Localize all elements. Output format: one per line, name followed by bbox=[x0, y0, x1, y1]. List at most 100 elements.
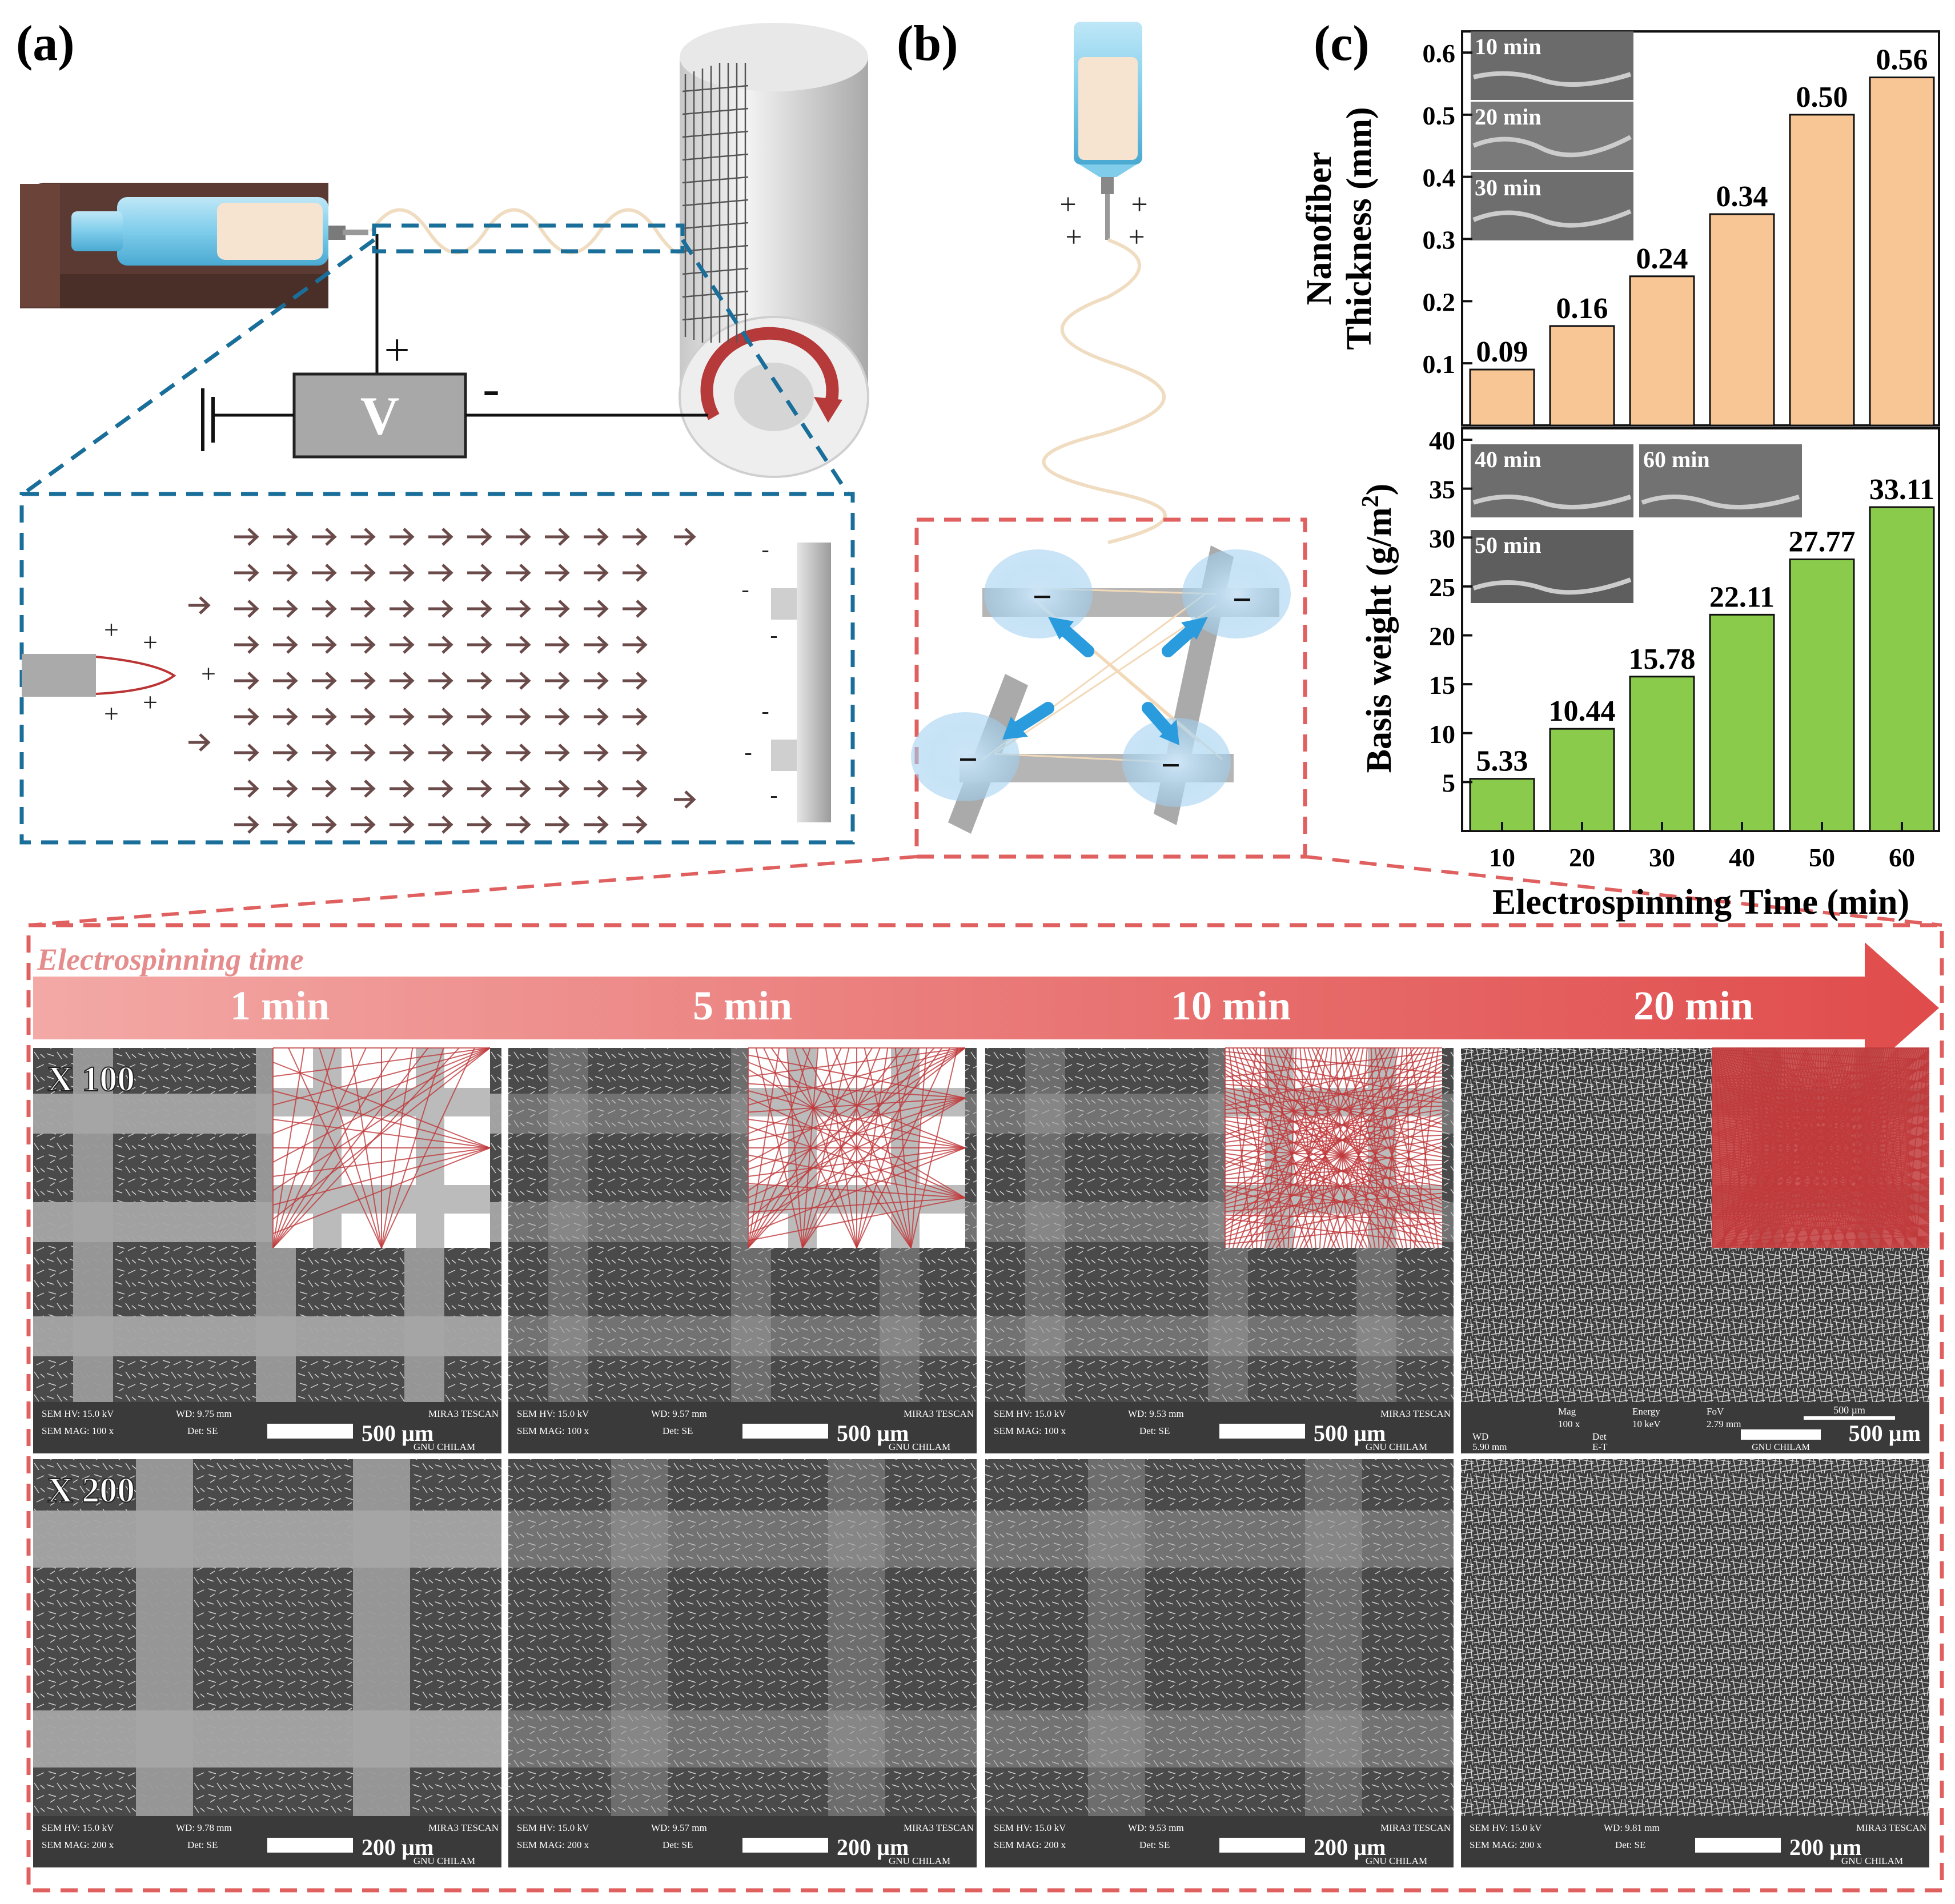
charge-plus: + bbox=[143, 688, 158, 717]
zoom-callout-lines bbox=[19, 223, 855, 845]
scale-bar bbox=[267, 1424, 353, 1439]
field-arrow bbox=[273, 708, 298, 726]
field-arrow bbox=[351, 564, 376, 582]
sem-image: SEM HV: 15.0 kV SEM MAG: 200 x WD: 9.53 mm… bbox=[985, 1459, 1454, 1867]
sem-info-text: SEM HV: 15.0 kV bbox=[42, 1408, 114, 1419]
field-arrow bbox=[234, 780, 259, 798]
bar-value-label: 27.77 bbox=[1789, 525, 1856, 558]
callout-to-sem bbox=[28, 855, 1942, 927]
fiber-overlay-inset bbox=[748, 1047, 966, 1248]
field-arrow bbox=[623, 672, 648, 690]
field-arrow bbox=[584, 672, 609, 690]
needle-syringe: + + + + bbox=[1042, 22, 1167, 544]
field-arrow bbox=[428, 708, 453, 726]
field-arrow bbox=[390, 744, 415, 762]
x-tick-label: 60 bbox=[1889, 843, 1915, 872]
field-arrow bbox=[428, 816, 453, 834]
sem-info-text: Energy bbox=[1632, 1406, 1660, 1417]
bar bbox=[1549, 728, 1615, 832]
charge-plus: + bbox=[201, 659, 216, 688]
sem-info-text: MIRA3 TESCAN bbox=[904, 1408, 974, 1419]
sem-info-text: WD: 9.78 mm bbox=[176, 1822, 232, 1833]
sem-info-text: FoV bbox=[1707, 1406, 1724, 1417]
fiber-jet bbox=[370, 208, 693, 255]
field-arrow bbox=[467, 744, 492, 762]
sem-info-text: 200 µm bbox=[837, 1834, 909, 1860]
mesh-strand bbox=[1025, 1048, 1065, 1402]
field-arrow bbox=[584, 528, 609, 546]
y-tick-label: 25 bbox=[1429, 573, 1455, 602]
sem-info-text: SEM HV: 15.0 kV bbox=[517, 1822, 589, 1833]
sem-info-text: 500 µm bbox=[1833, 1404, 1865, 1416]
field-arrow bbox=[351, 528, 376, 546]
sem-info-text: GNU CHILAM bbox=[1366, 1855, 1427, 1866]
field-arrow bbox=[273, 636, 298, 654]
x-tick-label: 30 bbox=[1649, 843, 1675, 872]
charge-minus: − bbox=[1033, 578, 1052, 616]
field-arrow bbox=[506, 816, 531, 834]
bar bbox=[1869, 77, 1935, 427]
charge-plus: + bbox=[143, 628, 158, 657]
arrow-label: Electrospinning time bbox=[37, 942, 304, 977]
sem-image: SEM HV: 15.0 kV SEM MAG: 100 x WD: 9.53 mm… bbox=[985, 1047, 1454, 1453]
sem-info-text: WD: 9.53 mm bbox=[1128, 1822, 1184, 1833]
sem-info-text: 200 µm bbox=[1314, 1834, 1386, 1860]
inset-label: 20 min bbox=[1475, 104, 1541, 130]
field-arrow bbox=[623, 780, 648, 798]
magnification-label: X 200 bbox=[47, 1471, 135, 1510]
sem-image: SEM HV: 15.0 kV SEM MAG: 100 x WD: 9.75 mm… bbox=[33, 1047, 501, 1453]
sem-info-text: Det: SE bbox=[187, 1425, 218, 1436]
field-arrow bbox=[623, 528, 648, 546]
sem-info-text: 100 x bbox=[1558, 1419, 1580, 1429]
charge-minus: - bbox=[741, 576, 749, 602]
field-arrow bbox=[584, 816, 609, 834]
rotating-drum-collector bbox=[679, 23, 869, 478]
y-tick-label: 10 bbox=[1429, 720, 1455, 749]
scale-bar bbox=[742, 1838, 828, 1853]
field-detail-box bbox=[19, 492, 855, 845]
y-tick-label: 0.5 bbox=[1423, 101, 1456, 130]
field-arrow bbox=[312, 708, 337, 726]
y-tick-label: 0.2 bbox=[1423, 287, 1456, 316]
mesh-strand bbox=[508, 1710, 977, 1768]
scale-bar bbox=[1695, 1838, 1781, 1853]
field-arrow bbox=[234, 672, 259, 690]
electrospinning-time-arrow: Electrospinning time 1 min 5 min 10 min … bbox=[33, 942, 1939, 1074]
mesh-strand bbox=[985, 1316, 1454, 1356]
field-arrow bbox=[312, 672, 337, 690]
field-arrow bbox=[467, 672, 492, 690]
panel-c-label: (c) bbox=[1314, 16, 1370, 71]
sem-info-text: 5.90 mm bbox=[1472, 1441, 1507, 1452]
field-arrow bbox=[506, 636, 531, 654]
basis-ylabel: Basis weight (g/m2) bbox=[1358, 484, 1399, 773]
field-arrow bbox=[584, 564, 609, 582]
field-arrow bbox=[545, 600, 570, 618]
sem-info-text: Mag bbox=[1558, 1406, 1576, 1417]
field-arrows bbox=[188, 528, 696, 834]
field-arrow bbox=[273, 780, 298, 798]
thickness-ylabel-line1: Nanofiber bbox=[1300, 152, 1339, 306]
field-arrow bbox=[506, 672, 531, 690]
field-arrow bbox=[623, 636, 648, 654]
field-arrow bbox=[584, 744, 609, 762]
charge-plus: + bbox=[1065, 221, 1082, 254]
sem-info-text: SEM MAG: 200 x bbox=[42, 1839, 114, 1850]
charge-minus: − bbox=[1233, 581, 1252, 618]
mesh-strand bbox=[985, 1710, 1454, 1768]
field-arrow bbox=[234, 528, 259, 546]
sem-info-text: Det: SE bbox=[187, 1839, 218, 1850]
mesh-strand bbox=[33, 1511, 501, 1568]
sem-info-text: Det: SE bbox=[1615, 1839, 1645, 1850]
field-arrow bbox=[312, 528, 337, 546]
basis-weight-bar-chart: 40 min 60 min 50 min 5.33 10.44 15.78 22.11… bbox=[1358, 426, 1940, 922]
field-arrow bbox=[584, 780, 609, 798]
field-arrow bbox=[234, 708, 259, 726]
bar-value-label: 0.56 bbox=[1876, 44, 1928, 77]
field-arrow bbox=[467, 564, 492, 582]
field-arrow bbox=[351, 780, 376, 798]
field-arrow bbox=[428, 564, 453, 582]
charge-plus: + bbox=[104, 615, 119, 644]
bar bbox=[1629, 275, 1695, 427]
panel-a-label: (a) bbox=[16, 16, 75, 71]
field-arrow bbox=[674, 528, 696, 546]
